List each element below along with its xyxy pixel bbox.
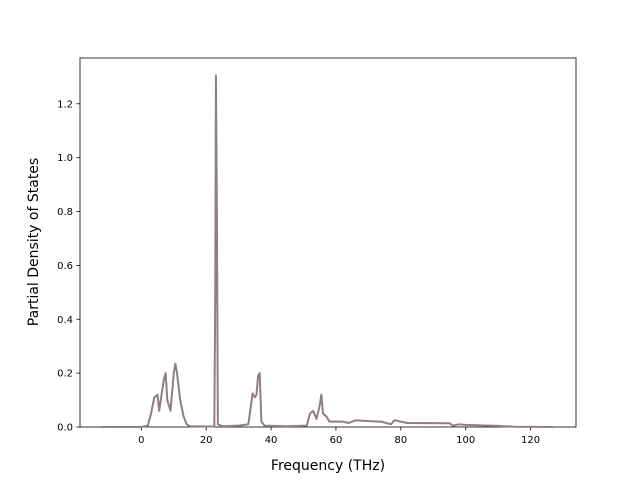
y-tick-label: 0.0	[57, 423, 73, 434]
y-tick-label: 1.2	[57, 99, 73, 110]
y-tick-label: 0.6	[57, 261, 73, 272]
x-tick-label: 120	[521, 435, 540, 446]
x-axis-label: Frequency (THz)	[271, 458, 385, 474]
y-tick-label: 0.4	[57, 315, 73, 326]
x-tick-label: 0	[138, 435, 144, 446]
y-axis-label: Partial Density of States	[26, 158, 42, 326]
y-tick-label: 0.8	[57, 207, 73, 218]
line-series	[102, 74, 554, 428]
x-tick-label: 40	[265, 435, 278, 446]
x-tick-label: 20	[200, 435, 213, 446]
plot-frame	[79, 57, 577, 428]
x-tick-label: 100	[456, 435, 475, 446]
x-tick-label: 60	[330, 435, 343, 446]
y-tick-label: 1.0	[57, 153, 73, 164]
x-tick-label: 80	[394, 435, 407, 446]
y-tick-label: 0.2	[57, 369, 73, 380]
